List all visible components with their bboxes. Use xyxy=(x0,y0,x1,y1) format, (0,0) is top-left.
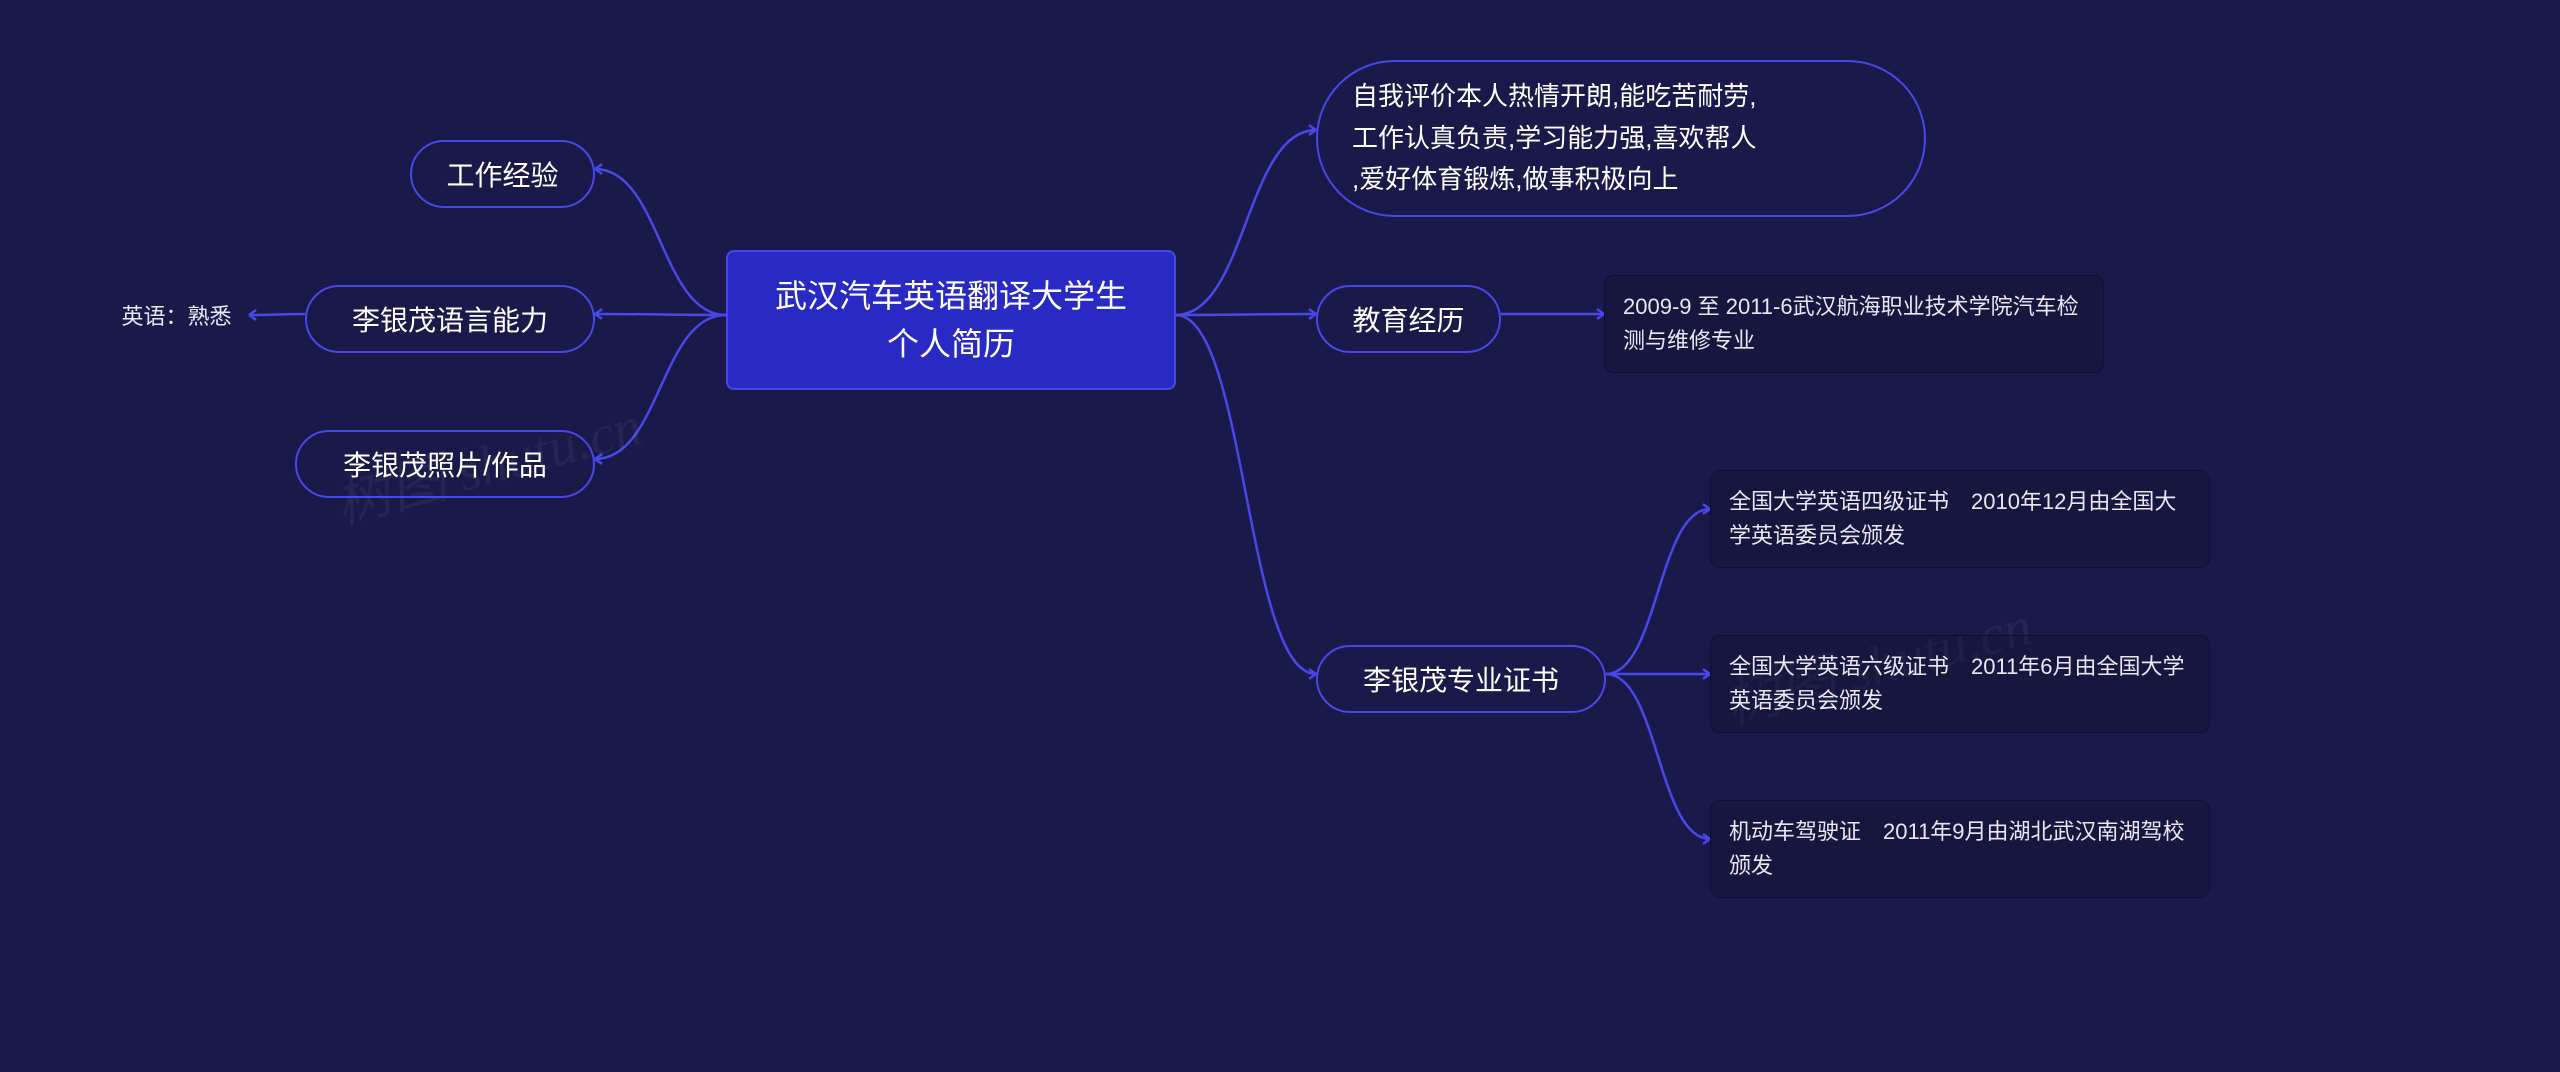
root-line2: 个人简历 xyxy=(775,320,1127,368)
branch-education[interactable]: 教育经历 xyxy=(1316,285,1501,353)
leaf-cert1: 全国大学英语四级证书 2010年12月由全国大学英语委员会颁发 xyxy=(1710,470,2210,568)
branch-self-eval[interactable]: 自我评价本人热情开朗,能吃苦耐劳, 工作认真负责,学习能力强,喜欢帮人 ,爱好体… xyxy=(1316,60,1926,217)
leaf-english: 英语：熟悉 xyxy=(104,298,249,332)
branch-work-exp[interactable]: 工作经验 xyxy=(410,140,595,208)
branch-lang[interactable]: 李银茂语言能力 xyxy=(305,285,595,353)
branch-certs[interactable]: 李银茂专业证书 xyxy=(1316,645,1606,713)
self-eval-text: 自我评价本人热情开朗,能吃苦耐劳, 工作认真负责,学习能力强,喜欢帮人 ,爱好体… xyxy=(1352,76,1756,201)
branch-photos[interactable]: 李银茂照片/作品 xyxy=(295,430,595,498)
leaf-cert3: 机动车驾驶证 2011年9月由湖北武汉南湖驾校颁发 xyxy=(1710,800,2210,898)
leaf-cert2: 全国大学英语六级证书 2011年6月由全国大学英语委员会颁发 xyxy=(1710,635,2210,733)
root-line1: 武汉汽车英语翻译大学生 xyxy=(775,272,1127,320)
leaf-edu1: 2009-9 至 2011-6武汉航海职业技术学院汽车检测与维修专业 xyxy=(1604,275,2104,373)
root-node[interactable]: 武汉汽车英语翻译大学生 个人简历 xyxy=(726,250,1176,390)
